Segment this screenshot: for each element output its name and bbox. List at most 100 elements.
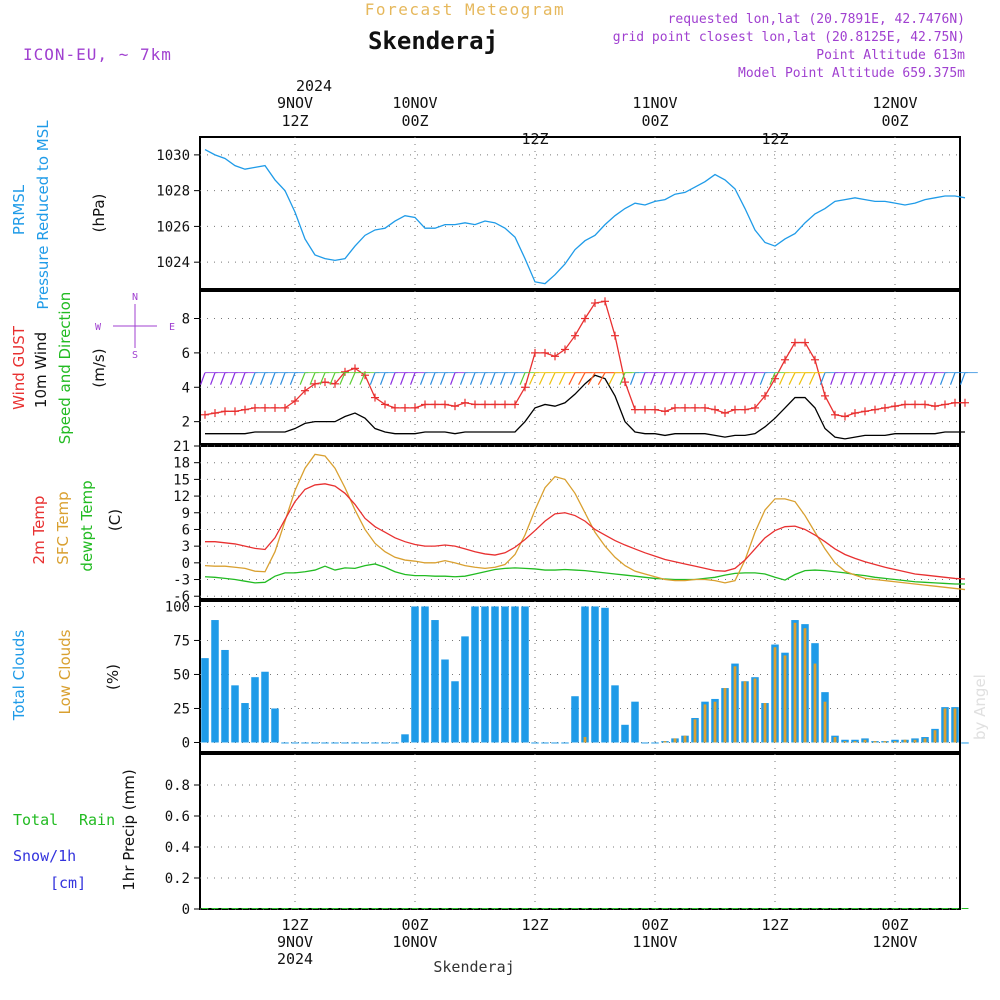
top-time-label: 00Z [641,112,668,130]
compass-s: S [132,350,138,361]
temp-ytick-label: 9 [182,506,190,522]
compass-n: N [132,292,138,303]
sfc-temp-line [204,453,966,591]
bottom-time-label: 11NOV [632,933,677,951]
top-time-label: 12Z [761,130,788,148]
rain-bar [761,908,769,909]
wind-arrow [359,372,366,385]
total-cloud-bar [441,659,449,743]
chart-panels: 10241026102810302468-6-30369121518210255… [156,94,978,968]
rain-bar [931,908,939,909]
wind-arrow [587,372,596,385]
wind-arrow [939,372,946,385]
top-time-label: 11NOV [632,94,677,112]
rain-bar [861,908,869,909]
rain-bar [851,908,859,909]
total-cloud-bar [521,606,529,743]
bottom-time-label: 12Z [281,916,308,934]
wind-ytick-label: 2 [182,415,190,431]
rain-bar [671,908,679,909]
rain-bar [391,908,399,909]
temp-unit-label: (C) [106,509,124,531]
wind-arrow [850,372,856,385]
gridpoint-coords: grid point closest lon,lat (20.8125E, 42… [613,30,965,45]
wind-arrow [538,372,546,385]
rain-bar [721,908,729,909]
clouds-ytick-label: 50 [173,667,190,683]
compass-w: W [95,322,102,333]
rain-bar [231,908,239,909]
total-cloud-bar [651,742,659,744]
precip-frame [199,753,961,910]
rain-bar [531,908,539,909]
wind-arrow [860,372,866,385]
rain-bar [361,908,369,909]
pressure-frame [199,136,961,290]
wind-arrow [528,372,536,385]
low-cloud-bar [883,741,887,743]
wind-arrow [778,372,786,385]
wind-arrow [230,372,236,385]
total-clouds-label: Total Clouds [10,630,28,722]
rain-bar [271,908,279,909]
low-cloud-bar [933,730,937,743]
rain-bar [741,908,749,909]
wind-label: 10m Wind [32,332,50,408]
temp-frame [199,445,961,600]
wind-arrow [249,372,256,385]
total-cloud-bar [611,685,619,743]
total-cloud-bar [211,620,219,743]
wind-arrow [949,372,956,385]
dewpt-label: dewpt Temp [78,480,96,571]
rain-bar [701,908,709,909]
temp-ytick-label: 15 [173,472,190,488]
total-cloud-bar [241,703,249,743]
temp2m-line [205,483,966,580]
rain-bar [621,908,629,909]
rain-bar [351,908,359,909]
compass-e: E [169,322,175,333]
rain-bar [561,908,569,909]
location-title: Skenderaj [368,27,498,55]
temp-ytick-label: 21 [173,439,190,455]
low-cloud-bar [773,647,777,743]
wind-arrow [650,372,656,385]
wind-arrow [808,372,816,385]
total-rain-label-2: Rain [79,811,115,829]
wind-arrow [670,372,676,385]
total-cloud-bar [641,742,649,744]
wind-arrow [730,372,736,385]
low-cloud-bar [913,739,917,743]
rain-bar [641,908,649,909]
model-altitude: Model Point Altitude 659.375m [738,66,965,81]
precip-ytick-label: 0.2 [165,871,190,887]
rain-bar [291,908,299,909]
total-cloud-bar [391,742,399,744]
rain-bar [691,908,699,909]
point-altitude: Point Altitude 613m [816,48,965,63]
rain-bar [201,908,209,909]
wind-arrow [840,372,846,385]
wind-arrow [329,372,336,385]
temp-ytick-label: -6 [173,589,190,605]
wind-arrow [578,372,586,385]
rain-bar [601,908,609,909]
rain-bar [841,908,849,909]
wind-arrow [400,372,406,385]
wind-arrow [700,372,706,385]
low-cloud-bar [693,719,697,743]
total-cloud-bar [231,685,239,743]
rain-bar [611,908,619,909]
wind-arrow [629,372,636,385]
temp-ytick-label: 3 [182,539,190,555]
top-time-label: 9NOV [277,94,313,112]
rain-bar [381,908,389,909]
total-cloud-bar [601,607,609,743]
rain-bar [921,908,929,909]
wind-arrow [369,372,376,385]
precip-ytick-label: 0.8 [165,778,190,794]
wind-arrow [269,372,276,385]
temp2m-label: 2m Temp [30,496,48,565]
wind-arrow [690,372,696,385]
